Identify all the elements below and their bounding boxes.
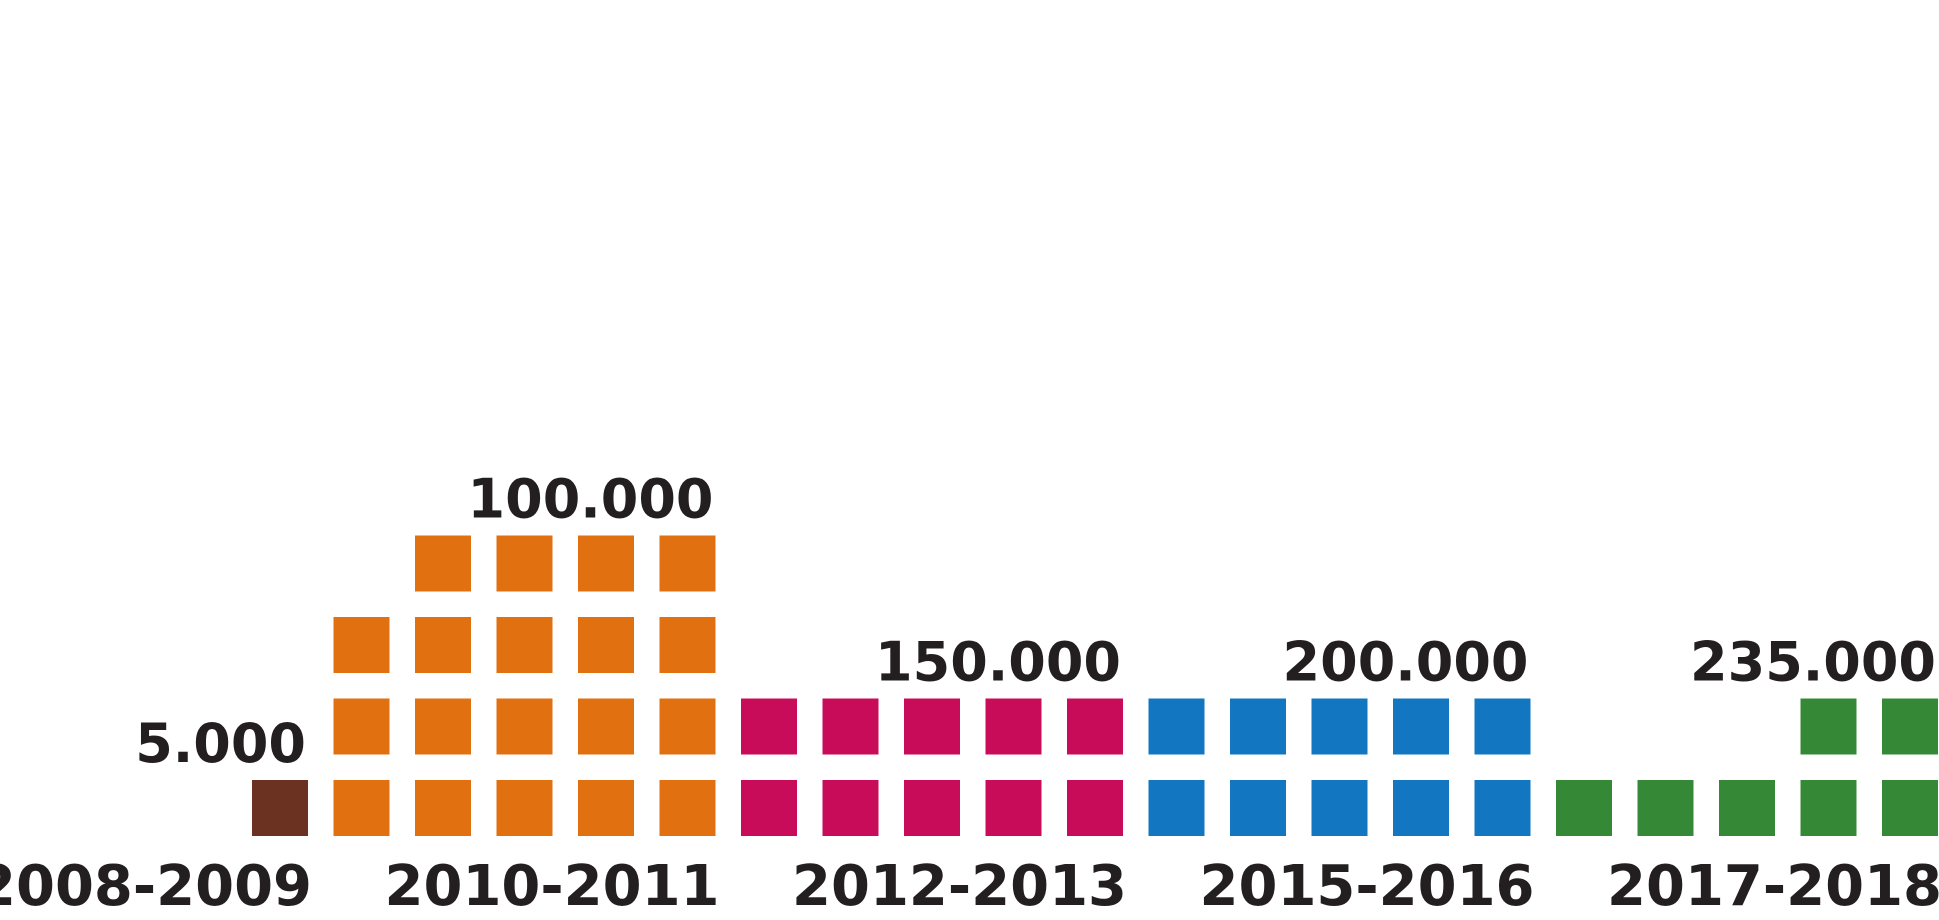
unit-square [1882, 780, 1938, 836]
category-label: 2015-2016 [1200, 854, 1535, 919]
unit-square [741, 698, 797, 755]
value-label: 200.000 [1283, 631, 1529, 694]
unit-square [415, 698, 471, 755]
unit-square [1311, 698, 1368, 755]
unit-square [904, 780, 960, 836]
unit-square [1393, 780, 1449, 836]
unit-square [1800, 698, 1857, 755]
unit-square [1637, 780, 1694, 836]
unit-square [1882, 698, 1938, 755]
value-label: 235.000 [1690, 631, 1936, 694]
unit-square [1311, 780, 1368, 836]
unit-square [659, 535, 716, 592]
unit-square [1230, 780, 1286, 836]
unit-square [578, 780, 634, 836]
unit-square [1556, 780, 1612, 836]
unit-square [1067, 698, 1123, 755]
unit-square [415, 535, 471, 592]
value-label: 150.000 [875, 631, 1121, 694]
unit-square [1148, 780, 1205, 836]
category-labels: 2008-2009 2010-2011 2012-2013 2015-2016 2017… [0, 854, 1939, 919]
unit-square [1393, 698, 1449, 755]
unit-square [985, 698, 1042, 755]
category-label: 2017-2018 [1607, 854, 1939, 919]
unit-square [659, 780, 716, 836]
unit-square [333, 698, 390, 755]
unit-square [822, 780, 879, 836]
unit-square [578, 535, 634, 592]
unit-square [415, 617, 471, 673]
unit-square [1474, 698, 1531, 755]
unit-square [1230, 698, 1286, 755]
category-label: 2010-2011 [385, 854, 720, 919]
unit-square [1800, 780, 1857, 836]
unit-square [496, 780, 553, 836]
value-label: 100.000 [468, 468, 714, 531]
unit-square [659, 617, 716, 673]
unit-square [496, 535, 553, 592]
unit-square [1067, 780, 1123, 836]
unit-square [333, 780, 390, 836]
category-label: 2012-2013 [792, 854, 1127, 919]
unit-square [1148, 698, 1205, 755]
unit-square [496, 617, 553, 673]
category-label: 2008-2009 [0, 854, 312, 919]
value-label: 5.000 [135, 712, 306, 775]
unit-square [904, 698, 960, 755]
unit-square [578, 698, 634, 755]
unit-square [578, 617, 634, 673]
unit-square [415, 780, 471, 836]
unit-square [659, 698, 716, 755]
unit-square [1474, 780, 1531, 836]
unit-square [822, 698, 879, 755]
unit-square [333, 617, 390, 673]
unit-square [496, 698, 553, 755]
unit-square [1719, 780, 1775, 836]
unit-squares [252, 535, 1938, 836]
unit-square [252, 780, 308, 836]
unit-square [741, 780, 797, 836]
value-labels: 5.000 100.000 150.000 200.000 235.000 [135, 468, 1936, 776]
unit-square [985, 780, 1042, 836]
